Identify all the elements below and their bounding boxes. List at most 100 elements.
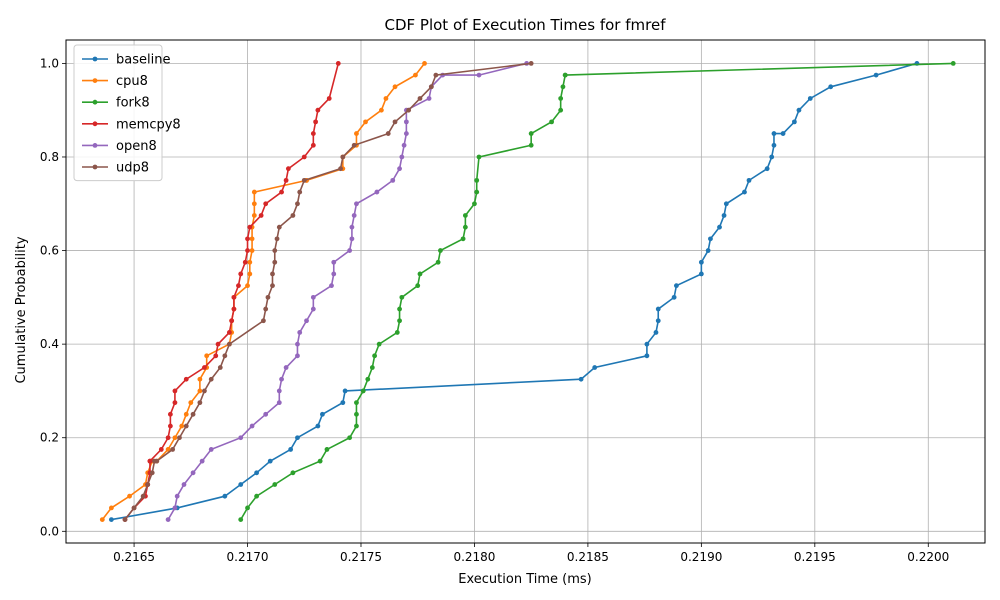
y-tick-label: 0.6 [40, 244, 59, 258]
data-point-fork8 [317, 458, 323, 464]
data-point-cpu8 [251, 189, 257, 195]
data-point-memcpy8 [183, 376, 189, 382]
data-point-cpu8 [197, 388, 203, 394]
data-point-baseline [320, 411, 325, 417]
data-point-cpu8 [204, 353, 210, 359]
data-point-fork8 [476, 154, 482, 160]
data-point-memcpy8 [263, 201, 269, 207]
legend-swatch-marker [92, 78, 98, 83]
data-point-fork8 [372, 353, 378, 359]
data-point-udp8 [290, 213, 296, 218]
x-axis-ticks: 0.2165 0.2170 0.2175 0.2180 0.2185 0.2190 0.21… [113, 543, 949, 564]
data-point-open8 [399, 154, 405, 160]
data-point-baseline [705, 248, 711, 253]
data-point-baseline [340, 400, 346, 406]
data-point-open8 [397, 166, 402, 172]
data-point-fork8 [397, 306, 402, 312]
data-point-udp8 [145, 482, 151, 487]
data-point-fork8 [528, 131, 534, 136]
legend-swatch-marker [92, 56, 98, 62]
data-point-udp8 [177, 435, 182, 441]
data-point-fork8 [254, 493, 260, 499]
data-point-open8 [283, 365, 289, 370]
data-point-udp8 [274, 236, 280, 242]
data-point-baseline [655, 318, 661, 324]
data-point-baseline [108, 517, 114, 523]
series-udp8 [122, 60, 534, 523]
series-line-open8 [167, 62, 527, 521]
data-point-fork8 [354, 400, 359, 406]
data-point-memcpy8 [310, 131, 316, 136]
legend-label: open8 [116, 139, 157, 154]
data-point-baseline [796, 107, 802, 113]
data-point-memcpy8 [167, 423, 173, 429]
data-point-open8 [276, 388, 282, 394]
data-point-memcpy8 [231, 294, 237, 300]
legend-item-fork8: fork8 [82, 96, 150, 111]
data-point-memcpy8 [313, 119, 319, 125]
series-memcpy8 [122, 60, 341, 523]
data-point-fork8 [369, 365, 375, 370]
data-point-fork8 [462, 213, 468, 218]
data-point-memcpy8 [167, 411, 173, 417]
data-point-baseline [644, 353, 650, 359]
data-point-fork8 [238, 517, 244, 523]
data-point-open8 [351, 213, 357, 218]
data-point-fork8 [950, 60, 956, 66]
data-point-cpu8 [179, 423, 185, 429]
data-point-cpu8 [392, 84, 398, 90]
data-point-fork8 [528, 142, 534, 148]
data-point-cpu8 [127, 493, 132, 499]
data-point-baseline [769, 154, 775, 160]
data-point-udp8 [385, 131, 391, 136]
data-point-baseline [671, 294, 677, 300]
data-point-fork8 [324, 447, 330, 452]
x-tick-label: 0.2185 [567, 550, 609, 564]
x-axis-label: Execution Time (ms) [458, 572, 591, 587]
data-point-baseline [578, 376, 584, 382]
legend: baseline cpu8 fork8 memcpy8 open8 udp8 [73, 44, 181, 182]
data-point-baseline [723, 201, 729, 207]
data-point-udp8 [428, 84, 434, 90]
data-point-open8 [390, 177, 396, 183]
data-point-udp8 [270, 283, 275, 289]
data-point-memcpy8 [202, 365, 207, 370]
data-point-cpu8 [99, 517, 105, 523]
series-fork8 [238, 60, 956, 523]
data-point-cpu8 [108, 505, 114, 511]
data-point-open8 [295, 341, 300, 347]
data-point-memcpy8 [310, 142, 316, 148]
data-point-fork8 [562, 72, 568, 78]
data-point-cpu8 [245, 283, 250, 289]
data-point-memcpy8 [158, 447, 164, 452]
data-point-open8 [199, 458, 205, 464]
x-tick-label: 0.2170 [227, 550, 269, 564]
data-point-cpu8 [251, 201, 257, 207]
legend-item-baseline: baseline [82, 53, 170, 68]
data-point-udp8 [170, 447, 176, 452]
legend-swatch-marker [92, 164, 98, 170]
data-point-memcpy8 [238, 271, 244, 277]
data-point-fork8 [354, 423, 359, 429]
series-layer [99, 60, 956, 523]
chart-title: CDF Plot of Execution Times for fmref [385, 16, 667, 34]
data-point-open8 [329, 283, 334, 289]
data-point-baseline [873, 72, 879, 78]
x-tick-label: 0.2165 [113, 550, 155, 564]
data-point-fork8 [558, 107, 564, 113]
data-point-udp8 [217, 365, 223, 370]
data-point-open8 [331, 271, 337, 277]
data-point-cpu8 [172, 435, 178, 441]
data-point-udp8 [295, 201, 300, 207]
data-point-memcpy8 [147, 458, 153, 464]
data-point-baseline [315, 423, 321, 429]
data-point-memcpy8 [245, 248, 250, 253]
data-point-open8 [249, 423, 255, 429]
data-point-baseline [698, 259, 704, 265]
data-point-udp8 [340, 154, 346, 160]
series-line-fork8 [240, 62, 954, 521]
series-line-baseline [111, 62, 918, 521]
data-point-memcpy8 [231, 306, 237, 312]
x-tick-label: 0.2200 [907, 550, 949, 564]
data-point-udp8 [261, 318, 266, 324]
